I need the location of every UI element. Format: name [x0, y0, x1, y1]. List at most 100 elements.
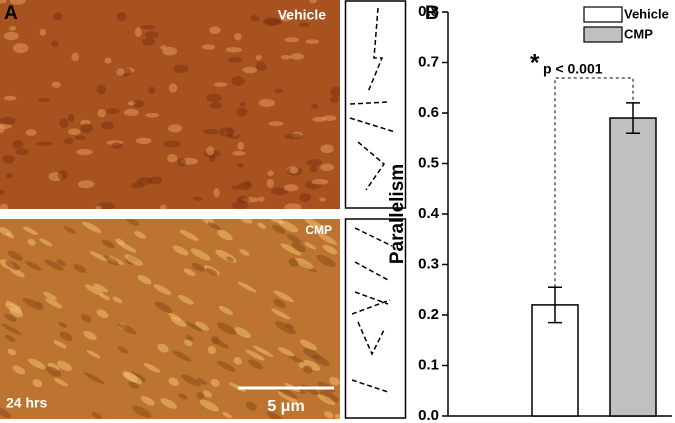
texture — [53, 340, 67, 349]
texture — [136, 176, 153, 186]
texture — [46, 366, 62, 377]
texture — [309, 0, 317, 4]
y-tick-label: 0.6 — [418, 104, 439, 121]
texture — [59, 118, 69, 128]
texture — [160, 398, 177, 409]
texture — [207, 346, 216, 355]
texture — [86, 350, 101, 359]
texture — [213, 188, 220, 198]
texture — [142, 37, 156, 46]
texture — [127, 101, 136, 106]
texture — [5, 300, 22, 310]
texture — [288, 258, 299, 267]
texture — [89, 251, 108, 262]
texture — [217, 322, 237, 335]
texture — [1, 155, 16, 164]
texture — [266, 219, 284, 225]
texture — [143, 362, 161, 373]
texture — [289, 53, 305, 60]
texture — [167, 124, 183, 133]
texture — [240, 219, 253, 224]
texture — [67, 113, 75, 123]
texture — [0, 189, 5, 196]
texture — [284, 133, 303, 140]
texture — [222, 411, 233, 419]
texture — [148, 176, 163, 185]
texture — [97, 109, 106, 118]
texture — [116, 11, 127, 22]
texture — [125, 219, 139, 226]
texture — [284, 203, 302, 209]
texture — [56, 259, 66, 267]
legend-swatch — [583, 26, 623, 43]
texture — [140, 396, 155, 406]
texture — [207, 221, 221, 231]
texture — [54, 378, 68, 387]
texture — [284, 37, 300, 43]
significance-bracket — [554, 77, 634, 288]
texture — [320, 144, 334, 154]
texture — [329, 96, 339, 104]
texture — [104, 57, 112, 64]
texture — [23, 226, 38, 236]
texture — [22, 298, 44, 311]
scale-label: 5 μm — [267, 398, 304, 415]
texture — [291, 242, 306, 253]
texture — [67, 128, 81, 136]
texture — [44, 259, 64, 271]
texture — [80, 314, 92, 323]
texture — [84, 284, 104, 296]
texture — [314, 227, 326, 235]
texture — [39, 238, 53, 247]
texture — [96, 84, 106, 95]
texture — [213, 82, 228, 87]
texture — [278, 347, 294, 357]
texture — [304, 242, 317, 250]
texture — [306, 159, 322, 166]
texture — [9, 26, 17, 31]
texture — [63, 226, 77, 234]
texture — [242, 66, 258, 74]
texture — [322, 244, 338, 255]
texture — [5, 260, 21, 271]
texture — [305, 39, 320, 45]
texture — [59, 331, 73, 341]
legend-label: CMP — [624, 26, 653, 41]
texture — [123, 372, 143, 384]
texture — [37, 97, 50, 103]
texture — [123, 108, 139, 117]
texture — [58, 322, 68, 328]
texture — [190, 248, 211, 261]
texture — [172, 245, 189, 256]
texture — [324, 411, 334, 419]
texture — [280, 243, 302, 256]
texture — [4, 313, 17, 322]
texture — [330, 86, 340, 97]
legend-label: Vehicle — [624, 6, 669, 21]
image-label: Vehicle — [278, 7, 326, 23]
texture — [0, 203, 9, 209]
texture — [252, 345, 274, 358]
time-label: 24 hrs — [6, 395, 47, 411]
texture — [134, 231, 146, 239]
texture — [234, 32, 242, 41]
y-tick-label: 0.1 — [418, 356, 439, 373]
y-axis-label: Parallelism — [387, 164, 408, 264]
image-label: CMP — [305, 223, 332, 237]
texture — [162, 46, 178, 56]
texture — [111, 142, 123, 150]
texture — [15, 148, 30, 156]
texture — [112, 296, 123, 304]
texture — [95, 205, 103, 209]
texture — [237, 162, 244, 168]
orientation-box — [344, 218, 407, 419]
texture — [231, 185, 240, 191]
texture — [272, 224, 286, 234]
texture — [0, 227, 12, 237]
texture — [248, 359, 263, 370]
y-tick-label: 0.4 — [418, 205, 440, 222]
texture — [295, 257, 314, 270]
texture — [27, 238, 36, 246]
texture — [211, 336, 221, 345]
texture — [177, 157, 186, 167]
